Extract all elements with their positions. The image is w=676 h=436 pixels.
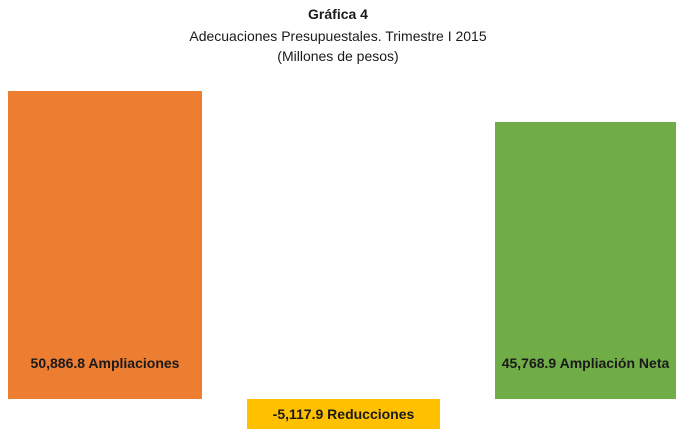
bar: 50,886.8 Ampliaciones	[8, 90, 202, 399]
value-label: -5,117.9	[272, 405, 324, 422]
value-label: 45,768.9	[501, 354, 557, 371]
value-label: 50,886.8	[30, 354, 86, 371]
category-label: Ampliaciones	[88, 354, 180, 371]
data-label: 50,886.8 Ampliaciones	[31, 354, 180, 399]
category-label: Reducciones	[327, 405, 415, 422]
chart-title: Gráfica 4	[308, 6, 368, 22]
category-label: Ampliación Neta	[559, 354, 670, 371]
chart-subtitle: Adecuaciones Presupuestales. Trimestre I…	[189, 28, 487, 44]
bar: 45,768.9 Ampliación Neta	[495, 121, 676, 399]
data-label: -5,117.9 Reducciones	[273, 405, 415, 424]
data-label: 45,768.9 Ampliación Neta	[502, 354, 670, 399]
bar: -5,117.9 Reducciones	[247, 398, 440, 430]
unit-label: (Millones de pesos)	[277, 48, 399, 64]
